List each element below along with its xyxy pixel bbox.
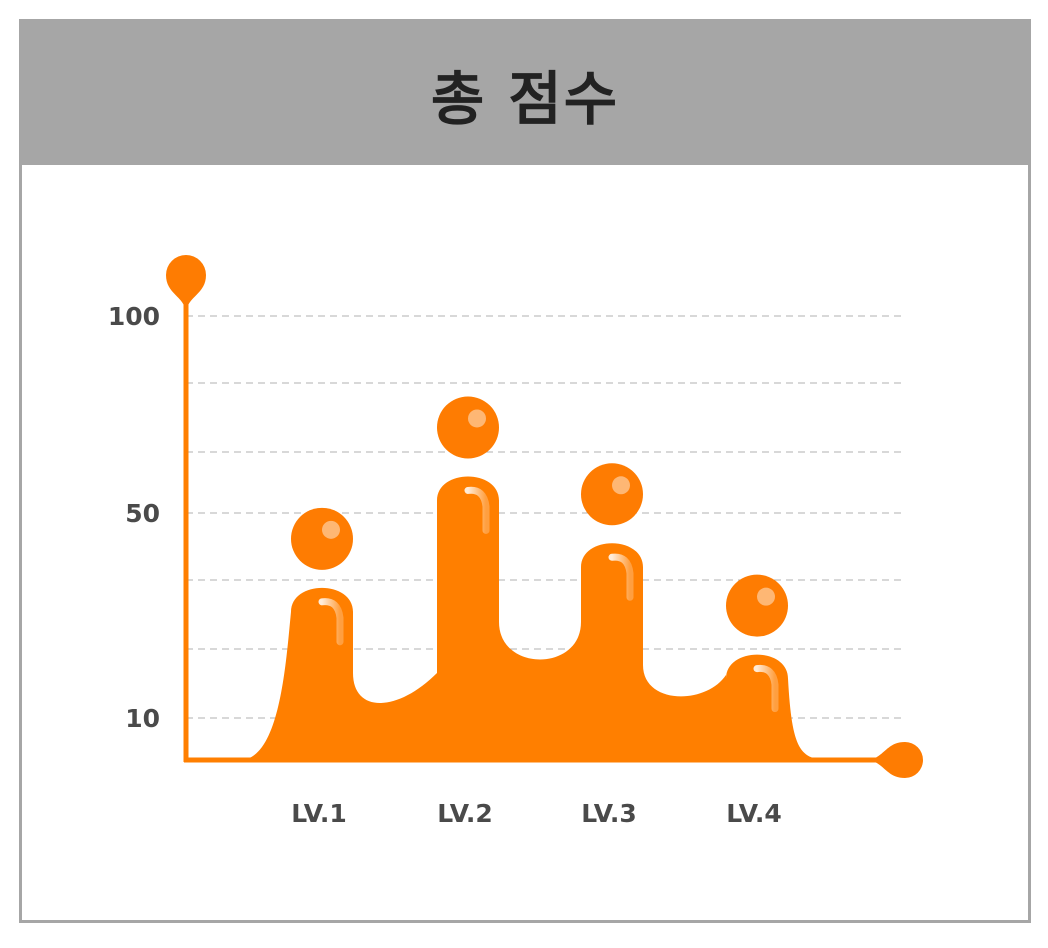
- y-tick-label: 50: [125, 499, 160, 528]
- bubble-highlight: [322, 520, 340, 539]
- x-category-label: LV.2: [437, 799, 493, 828]
- value-bubble: [291, 507, 353, 570]
- score-area-shape: [186, 476, 830, 760]
- y-axis-drop-cap: [166, 255, 206, 312]
- bubbles: [291, 396, 788, 637]
- bar-shine: [464, 486, 490, 534]
- header-bar: 총 점수: [22, 22, 1028, 165]
- y-tick-label: 10: [125, 704, 160, 733]
- x-category-label: LV.4: [726, 799, 782, 828]
- score-area: [186, 476, 830, 760]
- bar-shine: [753, 664, 779, 713]
- bar-shine: [318, 598, 344, 646]
- bubble-highlight: [757, 587, 775, 606]
- x-category-label: LV.3: [581, 799, 637, 828]
- value-bubble: [581, 463, 643, 526]
- labels: 100 50 10 LV.1 LV.2 LV.3 LV.4: [108, 302, 782, 828]
- x-axis-drop-cap: [868, 742, 923, 778]
- bubble-highlight: [468, 409, 486, 428]
- axes: [166, 255, 923, 778]
- x-category-label: LV.1: [291, 799, 347, 828]
- bar-shine: [608, 553, 634, 601]
- y-tick-label: 100: [108, 302, 160, 331]
- chart-title: 총 점수: [430, 64, 620, 133]
- bubble-highlight: [612, 476, 630, 495]
- value-bubble: [437, 396, 499, 459]
- value-bubble: [726, 574, 788, 637]
